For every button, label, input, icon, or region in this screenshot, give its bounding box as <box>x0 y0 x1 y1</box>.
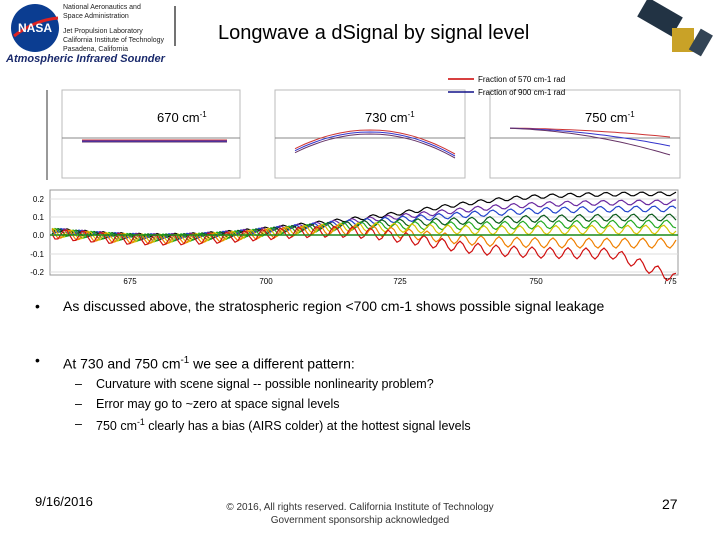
footer-center: © 2016, All rights reserved. California … <box>160 501 560 527</box>
signal-curve <box>51 222 677 244</box>
x-tick-label: 700 <box>259 277 273 286</box>
lab-line: California Institute of Technology <box>63 37 165 44</box>
sup: -1 <box>408 110 416 119</box>
lab-line: Jet Propulsion Laboratory <box>63 28 143 35</box>
label: 750 cm <box>585 110 628 125</box>
legend-label: Fraction of 900 cm-1 rad <box>478 88 565 97</box>
y-tick-label: 0.0 <box>33 231 45 240</box>
agency: National Aeronautics and Space Administr… <box>63 3 141 21</box>
panel-curve <box>294 131 456 157</box>
text: we see a different pattern: <box>189 355 355 372</box>
panel-curve <box>294 133 456 159</box>
label: 670 cm <box>157 110 200 125</box>
footer-date: 9/16/2016 <box>35 494 93 509</box>
instrument: Atmospheric Infrared Sounder <box>6 53 165 65</box>
y-tick-label: -0.1 <box>30 250 44 259</box>
slide-title: Longwave a dSignal by signal level <box>218 22 530 44</box>
bullet-text: At 730 and 750 cm-1 we see a different p… <box>63 351 355 374</box>
panel-frame <box>489 89 681 179</box>
logo-disc <box>11 4 59 52</box>
dash: – <box>75 397 82 411</box>
bullet-mark: • <box>35 352 40 368</box>
panel-label: 750 cm-1 <box>585 110 635 125</box>
bottom-chart: 0.2 0.1 0.0 -0.1 -0.2 675 700 725 750 775 <box>30 189 679 286</box>
copyright: © 2016, All rights reserved. California … <box>226 502 494 513</box>
logo-text: NASA <box>18 21 52 35</box>
panel-label: 730 cm-1 <box>365 110 415 125</box>
satellite <box>637 0 713 57</box>
sup: -1 <box>180 355 190 366</box>
label: 730 cm <box>365 110 408 125</box>
panel-curve <box>509 127 671 147</box>
panel-frame <box>61 89 241 179</box>
text: clearly has a bias (AIRS colder) at the … <box>144 419 471 434</box>
sub-item: Curvature with scene signal -- possible … <box>96 377 434 391</box>
sup: -1 <box>200 110 208 119</box>
bullet-text: As discussed above, the stratospheric re… <box>63 298 605 314</box>
logo-swoosh <box>13 16 59 38</box>
sup: -1 <box>628 110 636 119</box>
dash: – <box>75 417 82 431</box>
sub-item: 750 cm-1 clearly has a bias (AIRS colder… <box>96 417 471 433</box>
x-tick-label: 750 <box>529 277 543 286</box>
text: At 730 and 750 cm <box>63 355 181 372</box>
page-number: 27 <box>662 496 678 512</box>
lab-line: Pasadena, California <box>63 46 128 53</box>
panel-curve <box>509 127 671 156</box>
sup: -1 <box>137 417 145 427</box>
signal-curve <box>51 213 677 242</box>
x-tick-label: 775 <box>663 277 677 286</box>
agency-line: National Aeronautics and <box>63 4 141 11</box>
bullet-mark: • <box>35 298 40 314</box>
y-tick-label: -0.2 <box>30 268 44 277</box>
y-tick-label: 0.1 <box>33 213 45 222</box>
y-tick-label: 0.2 <box>33 195 45 204</box>
dash: – <box>75 377 82 391</box>
x-tick-label: 675 <box>123 277 137 286</box>
text: 750 cm <box>96 419 137 434</box>
agency-line: Space Administration <box>63 13 129 20</box>
x-tick-label: 725 <box>393 277 407 286</box>
sub-item: Error may go to ~zero at space signal le… <box>96 397 340 411</box>
legend-label: Fraction of 570 cm-1 rad <box>478 75 565 84</box>
signal-curve <box>51 219 677 243</box>
plot-frame <box>49 189 679 276</box>
lab: Jet Propulsion Laboratory California Ins… <box>63 27 164 54</box>
panel-curve <box>509 127 671 138</box>
panel-curve <box>294 129 456 155</box>
panel-frame <box>274 89 466 179</box>
panel-label: 670 cm-1 <box>157 110 207 125</box>
sponsor: Government sponsorship acknowledged <box>270 515 450 526</box>
